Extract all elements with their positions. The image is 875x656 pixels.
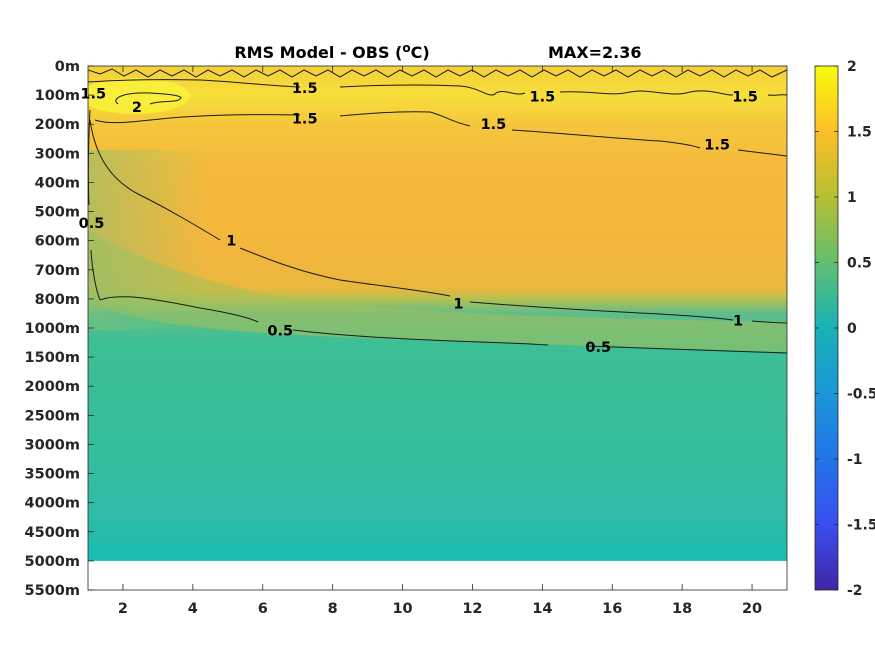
x-tick-label: 12 xyxy=(462,601,482,617)
colorbar-tick-label: 2 xyxy=(847,59,857,75)
y-tick-label: 600m xyxy=(35,234,80,250)
x-tick-label: 2 xyxy=(118,601,128,617)
y-tick-label: 1000m xyxy=(25,321,80,337)
x-tick-label: 16 xyxy=(602,601,622,617)
contour-line-1.5-lower xyxy=(94,111,787,157)
y-tick-label: 4000m xyxy=(25,496,80,512)
x-tick-label: 4 xyxy=(188,601,198,617)
plot-area: 1.5 1.5 1.5 2 1.5 1.5 1.5 1.5 0.5 1 1 1 0.5 0.5 xyxy=(79,66,787,590)
y-tick-label: 3500m xyxy=(25,467,80,483)
title-unit: C) xyxy=(411,43,430,62)
y-tick-label: 0m xyxy=(55,59,80,75)
transition-band xyxy=(88,230,787,352)
contour-label: 1.5 xyxy=(80,87,106,103)
contour-label: 1.5 xyxy=(292,111,318,127)
y-tick-label: 300m xyxy=(35,146,80,162)
contour-label: 1.5 xyxy=(481,117,507,133)
y-tick-label: 2000m xyxy=(25,379,80,395)
x-tick-label: 20 xyxy=(742,601,762,617)
y-tick-label: 4500m xyxy=(25,525,80,541)
contour-label: 1.5 xyxy=(704,138,730,154)
title-unit-superscript: o xyxy=(402,41,410,55)
y-tick-label: 700m xyxy=(35,263,80,279)
y-tick-label: 800m xyxy=(35,292,80,308)
contour-line-1.5-upper xyxy=(88,79,787,96)
contour-label: 1.5 xyxy=(732,90,758,106)
contour-label: 1 xyxy=(733,314,743,330)
y-tick-label: 2500m xyxy=(25,408,80,424)
x-tick-label: 6 xyxy=(258,601,268,617)
colorbar-tick-label: 0 xyxy=(847,321,857,337)
y-tick-label: 3000m xyxy=(25,437,80,453)
colorbar-tick-label: 1.5 xyxy=(847,125,872,141)
y-tick-label: 400m xyxy=(35,175,80,191)
colorbar-tick-label: 1 xyxy=(847,190,857,206)
y-tick-label: 5000m xyxy=(25,554,80,570)
x-tick-label: 14 xyxy=(532,601,552,617)
colorbar-tick-label: -1 xyxy=(847,452,863,468)
contour-line-1 xyxy=(89,119,787,324)
surface-maximum-patch xyxy=(88,78,190,114)
y-tick-label: 100m xyxy=(35,88,80,104)
x-tick-label: 8 xyxy=(328,601,338,617)
no-data-region xyxy=(88,560,787,590)
contour-line-2 xyxy=(115,92,182,105)
svg-text:RMS Model - OBS (oC): RMS Model - OBS (oC) xyxy=(234,41,429,62)
contour-label: 1.5 xyxy=(292,81,318,97)
colorbar-tick-label: -0.5 xyxy=(847,387,875,403)
max-annotation: MAX=2.36 xyxy=(548,43,642,62)
x-tick-label: 18 xyxy=(672,601,692,617)
y-tick-label: 5500m xyxy=(25,583,80,599)
left-edge-shading xyxy=(88,150,208,330)
chart-title: RMS Model - OBS (oC) MAX=2.36 xyxy=(234,41,641,62)
contour-label: 1 xyxy=(453,296,463,312)
contour-line-0.5 xyxy=(99,296,787,354)
contour-label: 2 xyxy=(132,100,142,116)
colorbar-tick-label: -2 xyxy=(847,583,863,599)
contour-label: 1.5 xyxy=(530,90,556,106)
title-text: RMS Model - OBS ( xyxy=(234,43,402,62)
contour-label: 1 xyxy=(226,234,236,250)
contour-line-surface xyxy=(88,68,787,78)
colorbar: 2 1.5 1 0.5 0 -0.5 -1 -1.5 -2 xyxy=(814,59,875,599)
contour-label: 0.5 xyxy=(79,216,105,232)
colorbar-tick-label: -1.5 xyxy=(847,518,875,534)
y-tick-label: 1500m xyxy=(25,350,80,366)
contour-label: 0.5 xyxy=(267,323,293,339)
contour-line-0.5-lower-left xyxy=(90,249,101,301)
x-tick-label: 10 xyxy=(392,601,412,617)
contour-label: 0.5 xyxy=(585,340,611,356)
y-tick-label: 200m xyxy=(35,117,80,133)
colorbar-tick-label: 0.5 xyxy=(847,256,872,272)
y-tick-label: 500m xyxy=(35,205,80,221)
